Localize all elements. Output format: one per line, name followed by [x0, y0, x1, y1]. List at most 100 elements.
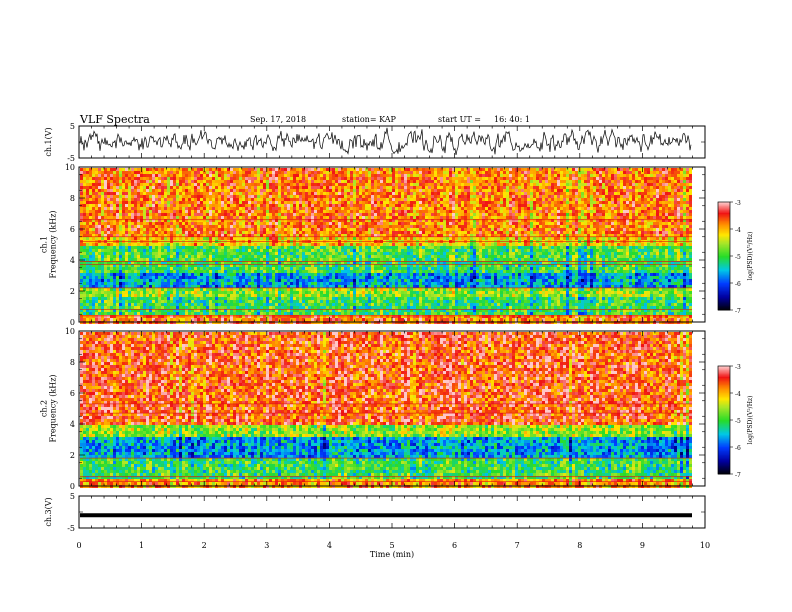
colorbar-cell [718, 249, 730, 252]
colorbar-cell [718, 229, 730, 231]
colorbar-cell [718, 451, 730, 453]
y-tick-label: 10 [65, 327, 75, 336]
colorbar-cell [718, 375, 730, 378]
colorbar-cell [718, 251, 730, 254]
colorbar-cell [718, 305, 730, 308]
colorbar-cell [718, 250, 730, 253]
colorbar-cell [718, 234, 730, 237]
colorbar-tick-label: -6 [735, 281, 741, 288]
colorbar-cell [718, 407, 730, 410]
colorbar-cell [718, 245, 730, 248]
colorbar-cell [718, 399, 730, 402]
colorbar-cell [718, 241, 730, 243]
colorbar-cell [718, 219, 730, 222]
colorbar-cell [718, 374, 730, 376]
y-tick-label: 8 [70, 358, 75, 367]
colorbar-tick-label: -3 [735, 364, 741, 371]
x-tick-label: 3 [264, 541, 269, 550]
no-data-area [692, 331, 705, 486]
x-tick-label: 9 [640, 541, 645, 550]
colorbar-cell [718, 211, 730, 214]
colorbar-cell [718, 465, 730, 468]
colorbar-cell [718, 457, 730, 460]
colorbar-cell [718, 440, 730, 443]
colorbar-cell [718, 402, 730, 405]
colorbar-cell [718, 368, 730, 371]
colorbar-cell [718, 411, 730, 414]
colorbar-cell [718, 434, 730, 437]
start-label: start UT = [438, 115, 481, 124]
colorbar-cell [718, 382, 730, 385]
y-tick-label: 4 [70, 256, 75, 265]
colorbar-cell [718, 246, 730, 249]
colorbar-cell [718, 449, 730, 452]
colorbar-cell [718, 257, 730, 260]
y-tick-label: -5 [67, 154, 75, 163]
x-tick-label: 8 [577, 541, 582, 550]
colorbar-cell [718, 436, 730, 439]
y-tick-label: 5 [70, 492, 75, 501]
colorbar-tick-label: -5 [735, 418, 741, 425]
y-tick-label: 10 [65, 163, 75, 172]
colorbar-cell [718, 218, 730, 221]
spectrogram-ch1 [80, 167, 705, 324]
colorbar-cell [718, 287, 730, 289]
colorbar-cell [718, 268, 730, 270]
colorbar-cell [718, 296, 730, 299]
date-label: Sep. 17, 2018 [250, 115, 306, 124]
colorbar-cell [718, 415, 730, 418]
colorbar-cell [718, 270, 730, 273]
colorbar-cell [718, 406, 730, 409]
colorbar-cell [718, 394, 730, 397]
y-tick-label: 6 [70, 389, 75, 398]
colorbar-cell [718, 223, 730, 226]
colorbar-cell [718, 207, 730, 210]
y-tick-label: 0 [70, 482, 75, 491]
colorbar-cell [718, 206, 730, 208]
y-axis-label: Frequency (kHz) [49, 374, 58, 442]
colorbar-cell [718, 366, 730, 368]
colorbar-cell [718, 216, 730, 219]
colorbar-cell [718, 401, 730, 403]
y-tick-label: 5 [70, 122, 75, 131]
colorbar-cell [718, 463, 730, 466]
colorbar-cell [718, 237, 730, 239]
colorbar-cell [718, 460, 730, 463]
colorbar-cell [718, 378, 730, 380]
colorbar-cell [718, 433, 730, 436]
spectrogram-ch2 [80, 331, 705, 488]
colorbar-cell [718, 283, 730, 285]
colorbar-cell [718, 424, 730, 426]
colorbar-cell [718, 300, 730, 303]
colorbar-cell [718, 208, 730, 211]
x-tick-label: 5 [389, 541, 394, 550]
colorbar-cell [718, 421, 730, 424]
colorbar-cell [718, 371, 730, 374]
colorbar-cell [718, 243, 730, 246]
colorbar-cell [718, 204, 730, 207]
colorbar-cell [718, 293, 730, 296]
colorbar-cell [718, 405, 730, 407]
colorbar-cell [718, 413, 730, 416]
colorbar-tick-label: -3 [735, 200, 741, 207]
colorbar-cell [718, 239, 730, 242]
colorbar-cell [718, 393, 730, 395]
colorbar-cell [718, 235, 730, 238]
colorbar-tick-label: -7 [735, 472, 741, 479]
colorbar-cell [718, 471, 730, 474]
colorbar-cell [718, 231, 730, 234]
colorbar-cell [718, 398, 730, 401]
colorbar-cell [718, 274, 730, 277]
colorbar-cell [718, 376, 730, 379]
y-tick-label: 2 [70, 287, 75, 296]
colorbar-cell [718, 233, 730, 235]
colorbar-cell [718, 380, 730, 383]
colorbar-cell [718, 420, 730, 422]
y-tick-label: 4 [70, 420, 75, 429]
colorbar-cell [718, 222, 730, 225]
colorbar-cell [718, 453, 730, 456]
colorbar-cell [718, 441, 730, 444]
y-axis-label: ch.2 [40, 400, 49, 417]
colorbar-cell [718, 262, 730, 265]
